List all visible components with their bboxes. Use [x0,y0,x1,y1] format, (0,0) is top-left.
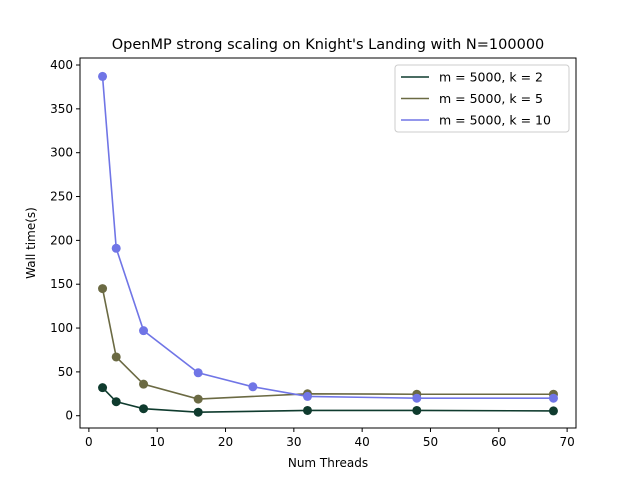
x-axis-label: Num Threads [288,456,368,470]
x-tick-label: 40 [355,435,370,449]
chart-title: OpenMP strong scaling on Knight's Landin… [112,37,545,53]
legend-label: m = 5000, k = 5 [439,91,543,106]
data-point [303,391,313,401]
data-point [193,394,203,404]
x-tick-label: 20 [218,435,233,449]
data-point [548,406,558,416]
plot-area [98,71,558,417]
data-point [111,352,121,362]
y-tick-label: 300 [50,146,73,160]
y-tick-label: 250 [50,190,73,204]
data-point [412,393,422,403]
data-point [139,404,149,414]
legend-box [394,64,570,133]
data-point [98,383,108,393]
y-tick-label: 200 [50,233,73,247]
y-tick-label: 50 [58,365,73,379]
data-point [111,397,121,407]
data-point [193,368,203,378]
x-tick-label: 60 [491,435,506,449]
x-tick-label: 10 [150,435,165,449]
data-point [248,382,258,392]
data-point [412,405,422,415]
plot-frame [79,57,577,429]
y-tick-label: 100 [50,321,73,335]
data-point [303,405,313,415]
series-line-2 [101,288,554,400]
x-tick-label: 70 [559,435,574,449]
y-tick-label: 150 [50,277,73,291]
y-tick-label: 0 [65,409,73,423]
legend-label: m = 5000, k = 2 [439,70,543,85]
data-point [139,379,149,389]
x-axis: 0 10 20 30 40 50 60 70 [85,428,575,449]
y-axis-label: Wall time(s) [24,207,38,279]
y-tick-label: 400 [50,58,73,72]
x-tick-label: 30 [286,435,301,449]
data-point [111,243,121,253]
y-axis: 0 50 100 150 200 250 300 350 400 [50,58,80,423]
data-point [98,284,108,294]
x-tick-label: 0 [85,435,93,449]
x-tick-label: 50 [423,435,438,449]
data-point [98,71,108,81]
data-point [139,326,149,336]
legend-label: m = 5000, k = 10 [439,113,551,128]
data-point [193,407,203,417]
data-point [548,393,558,403]
y-tick-label: 350 [50,102,73,116]
series-line-3 [101,76,554,399]
legend: m = 5000, k = 2 m = 5000, k = 5 m = 5000, … [394,64,570,133]
